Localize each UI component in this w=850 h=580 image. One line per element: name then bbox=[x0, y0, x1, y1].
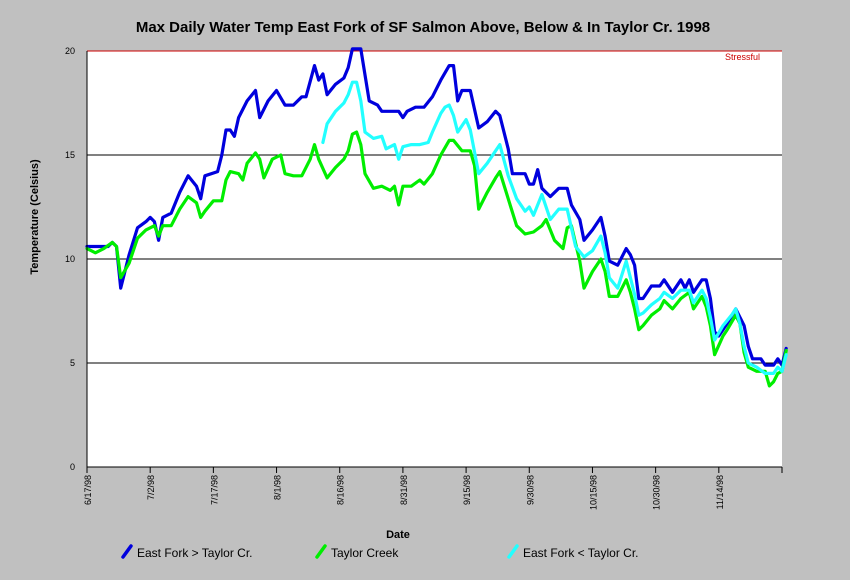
x-tick-label: 8/31/98 bbox=[399, 475, 409, 505]
legend-label: East Fork < Taylor Cr. bbox=[523, 546, 638, 560]
legend-swatch bbox=[315, 544, 327, 559]
y-axis-title: Temperature (Celsius) bbox=[29, 159, 41, 275]
axes bbox=[86, 51, 782, 468]
y-tick-label: 5 bbox=[70, 358, 75, 368]
x-axis-ticks: 6/17/98 7/2/98 7/17/98 8/1/98 8/16/98 8/31/98… bbox=[83, 467, 783, 510]
x-tick-label: 10/15/98 bbox=[588, 475, 598, 510]
x-tick-label: 9/15/98 bbox=[462, 475, 472, 505]
y-tick-label: 15 bbox=[65, 150, 75, 160]
x-tick-label: 9/30/98 bbox=[525, 475, 535, 505]
x-tick-label: 7/2/98 bbox=[146, 475, 156, 500]
x-tick-label: 10/30/98 bbox=[652, 475, 662, 510]
x-tick-label: 8/1/98 bbox=[273, 475, 283, 500]
series-line-2 bbox=[85, 130, 788, 388]
x-tick-label: 6/17/98 bbox=[83, 475, 93, 505]
series-line-1 bbox=[85, 47, 788, 367]
chart-title: Max Daily Water Temp East Fork of SF Sal… bbox=[136, 19, 710, 36]
legend-label: Taylor Creek bbox=[331, 546, 399, 560]
series-lines bbox=[85, 47, 788, 388]
x-tick-label: 7/17/98 bbox=[209, 475, 219, 505]
threshold: Stressful bbox=[87, 50, 782, 62]
plot-area: Stressful bbox=[85, 47, 788, 468]
y-tick-label: 10 bbox=[65, 254, 75, 264]
x-tick-label: 8/16/98 bbox=[336, 475, 346, 505]
threshold-label: Stressful bbox=[725, 52, 760, 62]
legend-swatch bbox=[507, 544, 519, 559]
legend: East Fork > Taylor Cr. Taylor Creek East F… bbox=[121, 544, 638, 560]
y-tick-label: 0 bbox=[70, 462, 75, 472]
x-tick-label: 11/14/98 bbox=[715, 475, 725, 509]
legend-label: East Fork > Taylor Cr. bbox=[137, 546, 252, 560]
x-axis-title: Date bbox=[386, 529, 410, 541]
y-axis-ticks: 0 5 10 15 20 bbox=[65, 46, 75, 472]
series-line-3 bbox=[321, 80, 788, 375]
legend-swatch bbox=[121, 544, 133, 559]
y-tick-label: 20 bbox=[65, 46, 75, 56]
